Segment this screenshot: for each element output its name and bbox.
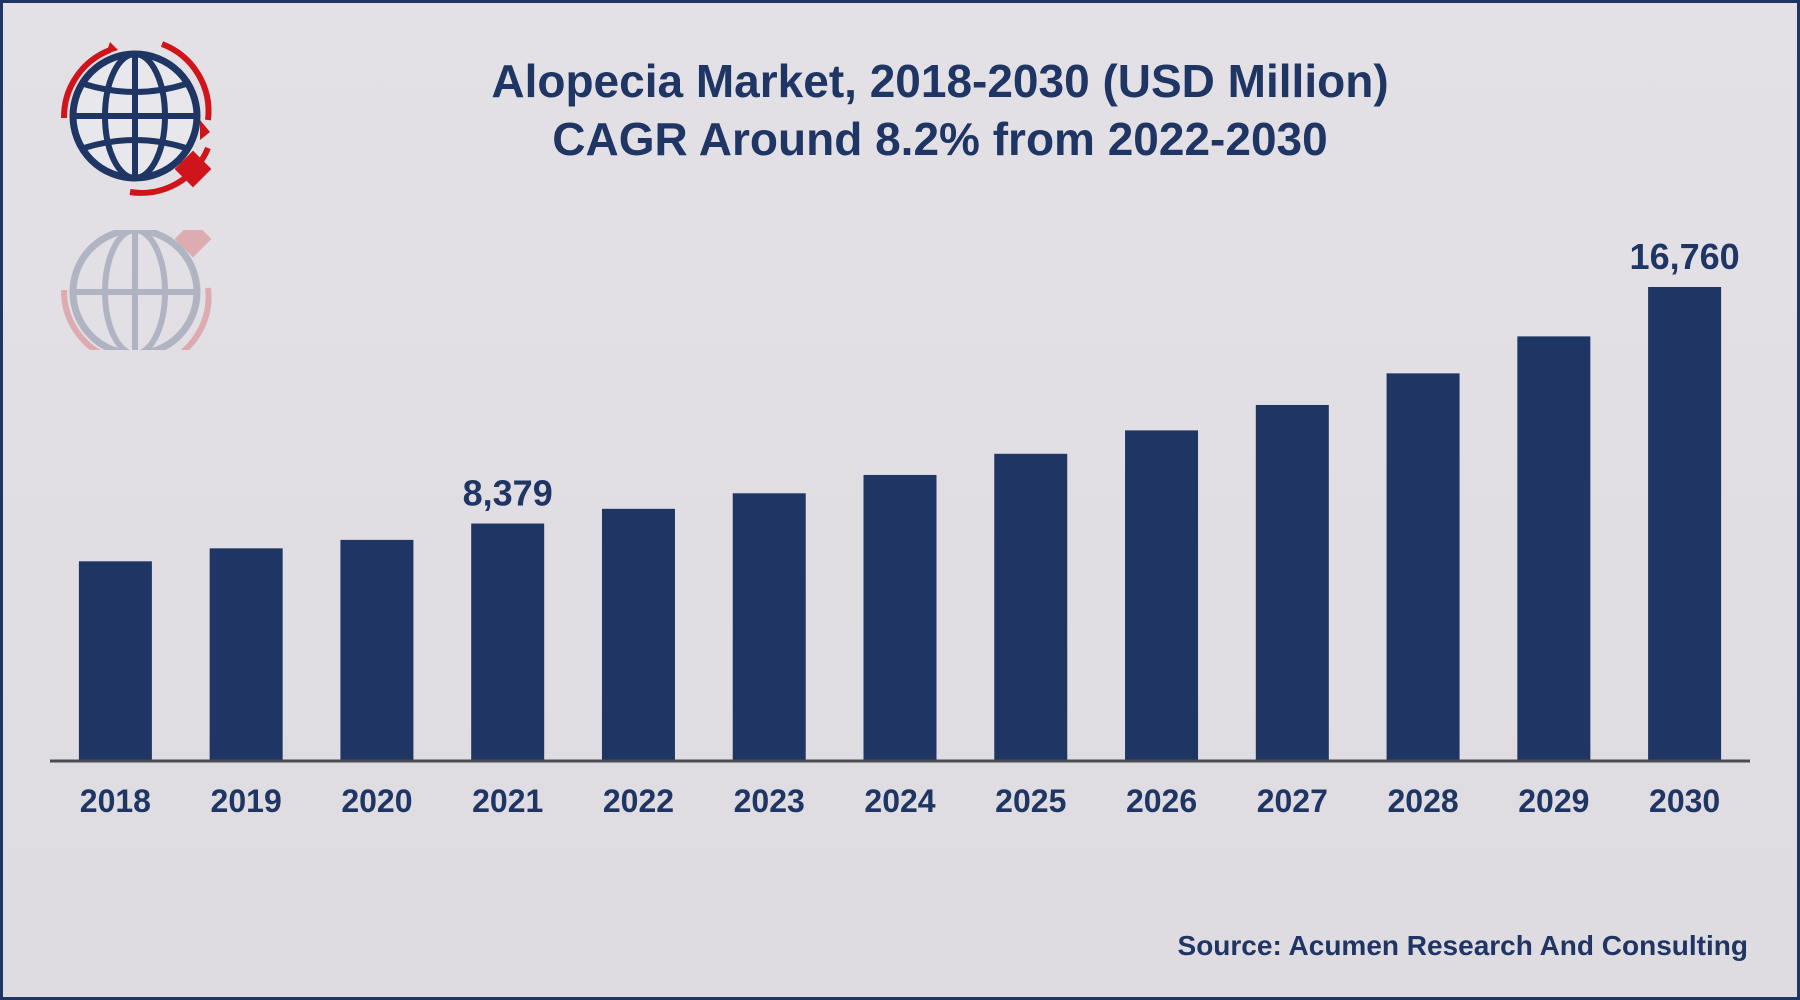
bar-2026 [1125, 430, 1199, 760]
x-tick-label-2018: 2018 [80, 783, 151, 819]
x-tick-label-2021: 2021 [472, 783, 543, 819]
bar-2023 [732, 493, 806, 760]
x-tick-label-2022: 2022 [603, 783, 674, 819]
x-tick-label-2026: 2026 [1126, 783, 1197, 819]
bar-2028 [1386, 373, 1460, 760]
bar-2020 [340, 539, 414, 760]
bar-2021 [471, 523, 545, 760]
globe-logo-reflection-icon [60, 230, 212, 350]
chart-title-line1: Alopecia Market, 2018-2030 (USD Million) [491, 55, 1389, 107]
chart-title: Alopecia Market, 2018-2030 (USD Million)… [300, 52, 1580, 168]
bar-2022 [601, 508, 675, 760]
globe-logo-icon [60, 41, 212, 196]
x-tick-label-2027: 2027 [1257, 783, 1328, 819]
x-tick-label-2024: 2024 [864, 783, 935, 819]
bar-2019 [209, 548, 283, 760]
chart-title-line2: CAGR Around 8.2% from 2022-2030 [552, 113, 1328, 165]
data-label-2030: 16,760 [1630, 236, 1740, 277]
bar-2025 [994, 453, 1068, 760]
x-tick-label-2019: 2019 [211, 783, 282, 819]
x-tick-label-2023: 2023 [734, 783, 805, 819]
source-note: Source: Acumen Research And Consulting [1177, 930, 1748, 961]
data-label-2021: 8,379 [463, 473, 553, 514]
bar-2030 [1648, 287, 1722, 760]
x-tick-label-2030: 2030 [1649, 783, 1720, 819]
x-tick-label-2020: 2020 [341, 783, 412, 819]
bar-2027 [1255, 404, 1329, 760]
bar-2029 [1517, 336, 1591, 760]
bar-2018 [78, 561, 152, 760]
bar-2024 [863, 474, 937, 760]
x-tick-label-2028: 2028 [1387, 783, 1458, 819]
x-tick-label-2029: 2029 [1518, 783, 1589, 819]
x-tick-label-2025: 2025 [995, 783, 1066, 819]
